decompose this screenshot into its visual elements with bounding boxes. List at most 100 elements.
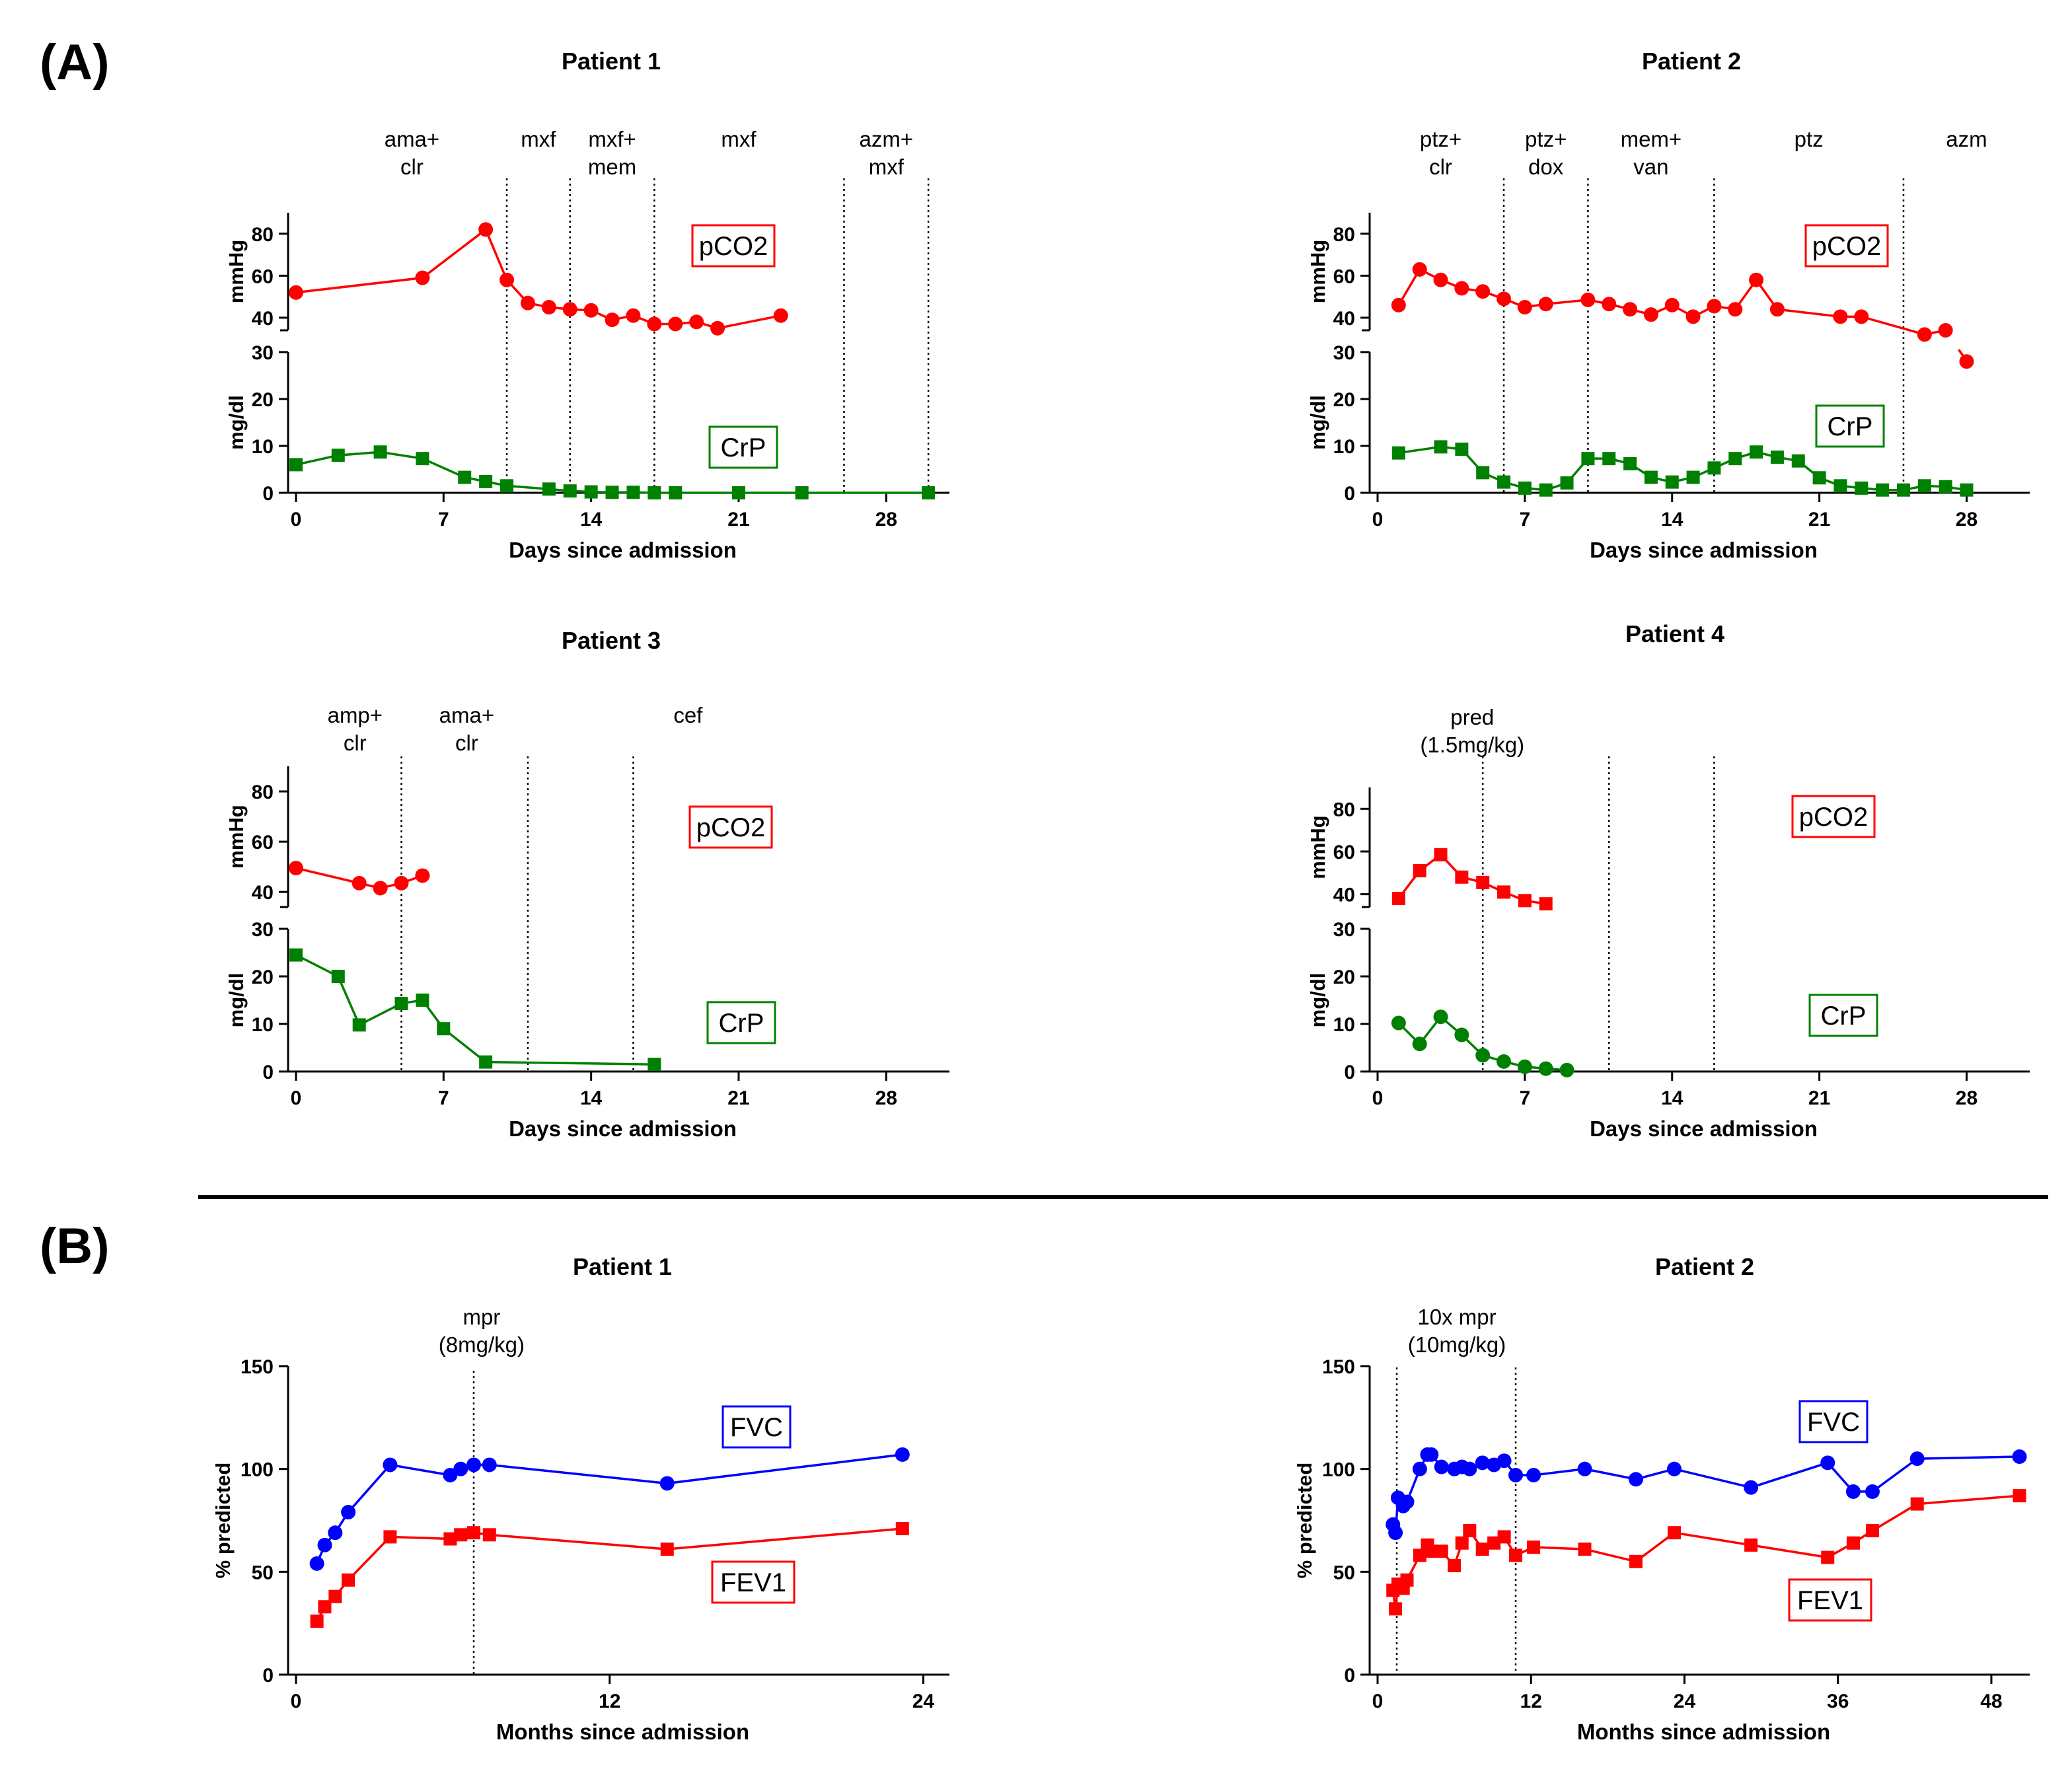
data-point-FEV1-15	[1509, 1548, 1523, 1562]
y-axis-label-bottom: mg/dl	[225, 395, 248, 450]
data-point-CrP-13	[669, 486, 683, 499]
data-point-FEV1-14	[1497, 1530, 1511, 1544]
x-tick-label: 0	[1372, 1690, 1384, 1712]
series-line-pCO2	[1397, 268, 1946, 336]
treatment-label-4: mxf	[869, 155, 905, 179]
data-point-FVC-18	[1628, 1472, 1643, 1487]
legend-pCO2-box	[688, 805, 773, 849]
x-tick-label: 7	[1520, 509, 1531, 530]
data-point-CrP-4	[1475, 1048, 1491, 1063]
legend-pCO2-label: pCO2	[699, 232, 768, 261]
y-tick-label: 150	[1322, 1356, 1355, 1378]
y-axis-label: % predicted	[211, 1463, 235, 1579]
y-axis-label-top: mmHg	[225, 805, 248, 868]
data-point-FVC-1	[317, 1537, 332, 1552]
y-tick-label-bottom: 30	[252, 342, 274, 364]
y-tick-label-top: 60	[1333, 842, 1355, 863]
data-point-CrP-21	[1855, 481, 1868, 495]
data-point-CrP-3	[394, 997, 408, 1011]
x-tick-label: 0	[291, 1087, 302, 1109]
data-point-extra-0	[1959, 354, 1974, 369]
data-point-CrP-7	[1560, 476, 1574, 490]
data-point-CrP-2	[1433, 1009, 1448, 1025]
data-point-CrP-6	[500, 479, 514, 493]
data-point-FEV1-11	[1463, 1524, 1477, 1538]
treatment-label-0: (8mg/kg)	[439, 1332, 525, 1357]
y-tick-label-top: 40	[1333, 308, 1355, 330]
legend-FEV1-box	[711, 1560, 796, 1604]
data-point-CrP-15	[795, 486, 809, 499]
legend-FVC-label: FVC	[730, 1413, 783, 1442]
treatment-label-1: ama+	[439, 703, 494, 727]
y-tick-label-bottom: 10	[252, 1014, 274, 1036]
y-tick-label-top: 80	[252, 781, 274, 803]
data-point-CrP-23	[1896, 483, 1910, 497]
data-point-FEV1-7	[467, 1526, 481, 1540]
y-tick-label: 100	[240, 1459, 274, 1481]
data-point-CrP-0	[1391, 1015, 1406, 1031]
data-point-FVC-8	[1434, 1459, 1449, 1474]
data-point-pCO2-12	[1664, 297, 1680, 312]
data-point-FVC-25	[2012, 1449, 2027, 1464]
data-point-pCO2-6	[1517, 300, 1532, 315]
data-point-FVC-17	[1577, 1461, 1592, 1476]
y-tick-label-top: 40	[1333, 885, 1355, 906]
data-point-pCO2-6	[1518, 894, 1532, 908]
chart-title: Patient 4	[1625, 620, 1724, 647]
legend-pCO2-box	[1791, 795, 1876, 838]
data-point-pCO2-8	[605, 312, 620, 328]
data-point-FEV1-5	[443, 1532, 457, 1546]
data-point-pCO2-2	[1433, 272, 1448, 287]
chart-A-patient-3: Patient 3 amp+ clr ama+ clr cef 40 60 80 0 10 20 30 0…	[225, 627, 949, 1141]
data-point-pCO2-0	[1391, 892, 1405, 906]
treatment-label-0: mpr	[462, 1305, 500, 1329]
data-point-FVC-22	[1845, 1484, 1861, 1499]
data-point-FVC-23	[1865, 1484, 1880, 1499]
legend-pCO2-label: pCO2	[696, 813, 766, 842]
data-point-FEV1-25	[2013, 1489, 2026, 1503]
x-tick-label: 24	[1674, 1690, 1696, 1712]
x-tick-label: 0	[1372, 1087, 1384, 1109]
data-point-pCO2-10	[1623, 302, 1638, 317]
data-point-pCO2-3	[500, 272, 515, 287]
data-point-CrP-26	[1960, 483, 1974, 497]
y-axis-label-top: mmHg	[1306, 240, 1329, 303]
data-point-pCO2-2	[1434, 848, 1448, 861]
data-point-pCO2-5	[1497, 291, 1512, 307]
treatment-label-0: 10x mpr	[1417, 1305, 1496, 1329]
x-tick-label: 14	[1661, 1087, 1684, 1109]
x-tick-label: 48	[1980, 1690, 2002, 1712]
data-point-CrP-8	[563, 484, 577, 498]
y-tick-label-bottom: 0	[1344, 483, 1355, 505]
y-axis-label: % predicted	[1293, 1463, 1316, 1579]
data-point-FVC-24	[1909, 1451, 1925, 1467]
data-point-CrP-5	[1518, 481, 1532, 495]
treatment-label-1: mxf	[521, 127, 556, 151]
data-point-CrP-9	[584, 485, 598, 499]
data-point-CrP-6	[1517, 1059, 1532, 1074]
data-point-CrP-3	[1454, 1027, 1469, 1042]
treatment-label-0: ama+	[385, 127, 439, 151]
x-tick-label: 0	[1372, 509, 1384, 530]
data-point-FEV1-12	[1475, 1543, 1489, 1556]
x-tick-label: 24	[912, 1690, 935, 1712]
legend-pCO2-box	[691, 224, 776, 268]
panel-label-b: (B)	[40, 1218, 110, 1274]
legend-FVC-box	[1798, 1400, 1868, 1443]
data-point-FEV1-16	[1527, 1540, 1541, 1554]
legend-FEV1-box	[1788, 1578, 1872, 1622]
data-point-CrP-12	[1665, 475, 1679, 489]
x-tick-label: 28	[1956, 1087, 1978, 1109]
y-axis-label-bottom: mg/dl	[225, 973, 248, 1028]
treatment-label-1: ptz+	[1525, 127, 1567, 151]
data-point-FVC-7	[466, 1457, 482, 1472]
chart-title: Patient 2	[1642, 48, 1741, 75]
x-axis-label: Days since admission	[1590, 538, 1818, 562]
data-point-pCO2-10	[647, 316, 662, 332]
x-tick-label: 36	[1827, 1690, 1849, 1712]
data-point-FVC-1	[1388, 1525, 1403, 1541]
x-tick-label: 14	[580, 509, 603, 530]
data-point-FEV1-2	[328, 1589, 342, 1603]
y-tick-label-bottom: 30	[252, 919, 274, 941]
